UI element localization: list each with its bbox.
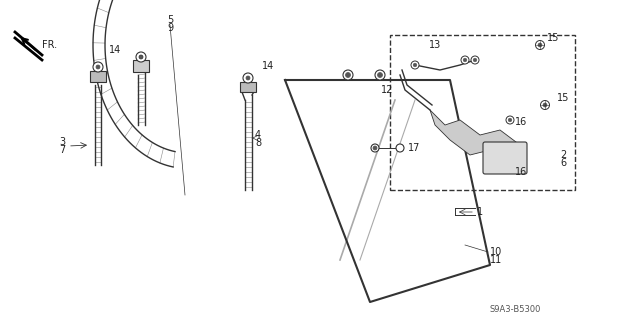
Circle shape xyxy=(136,52,146,62)
Text: 4: 4 xyxy=(255,130,261,140)
Circle shape xyxy=(375,70,385,80)
Circle shape xyxy=(93,62,103,72)
FancyBboxPatch shape xyxy=(390,35,575,190)
Circle shape xyxy=(345,73,351,77)
FancyBboxPatch shape xyxy=(483,142,527,174)
Circle shape xyxy=(461,56,469,64)
Circle shape xyxy=(413,63,417,67)
Text: 1: 1 xyxy=(477,207,483,217)
Circle shape xyxy=(473,58,477,62)
Text: 10: 10 xyxy=(490,247,502,257)
Text: S9A3-B5300: S9A3-B5300 xyxy=(490,306,542,315)
Text: 16: 16 xyxy=(515,117,527,127)
FancyBboxPatch shape xyxy=(240,82,256,92)
Text: 2: 2 xyxy=(560,150,566,160)
Circle shape xyxy=(371,144,379,152)
Circle shape xyxy=(343,70,353,80)
Circle shape xyxy=(411,61,419,69)
Circle shape xyxy=(535,41,544,50)
Circle shape xyxy=(139,55,143,59)
Text: 15: 15 xyxy=(547,33,559,43)
Circle shape xyxy=(246,76,250,80)
Circle shape xyxy=(377,73,382,77)
FancyBboxPatch shape xyxy=(90,71,106,82)
Text: 7: 7 xyxy=(59,145,65,155)
Circle shape xyxy=(471,56,479,64)
Polygon shape xyxy=(430,110,520,155)
Circle shape xyxy=(463,58,467,62)
Text: 13: 13 xyxy=(429,40,441,50)
Circle shape xyxy=(506,116,514,124)
Circle shape xyxy=(543,103,547,107)
Circle shape xyxy=(243,73,253,83)
Circle shape xyxy=(396,144,404,152)
FancyBboxPatch shape xyxy=(133,60,149,72)
Text: 5: 5 xyxy=(167,15,173,25)
Text: 3: 3 xyxy=(59,137,65,147)
Text: 14: 14 xyxy=(109,45,121,55)
Circle shape xyxy=(96,65,100,69)
Text: 6: 6 xyxy=(560,158,566,168)
Text: 16: 16 xyxy=(515,167,527,177)
Text: 15: 15 xyxy=(557,93,570,103)
Circle shape xyxy=(373,146,377,150)
Text: 17: 17 xyxy=(408,143,420,153)
Circle shape xyxy=(540,100,549,109)
Circle shape xyxy=(508,118,512,122)
Text: 8: 8 xyxy=(255,138,261,148)
Text: 9: 9 xyxy=(167,23,173,33)
Text: FR.: FR. xyxy=(42,40,57,50)
Text: 11: 11 xyxy=(490,255,502,265)
Text: 12: 12 xyxy=(380,85,393,95)
Circle shape xyxy=(538,43,542,47)
Text: 14: 14 xyxy=(262,61,274,71)
